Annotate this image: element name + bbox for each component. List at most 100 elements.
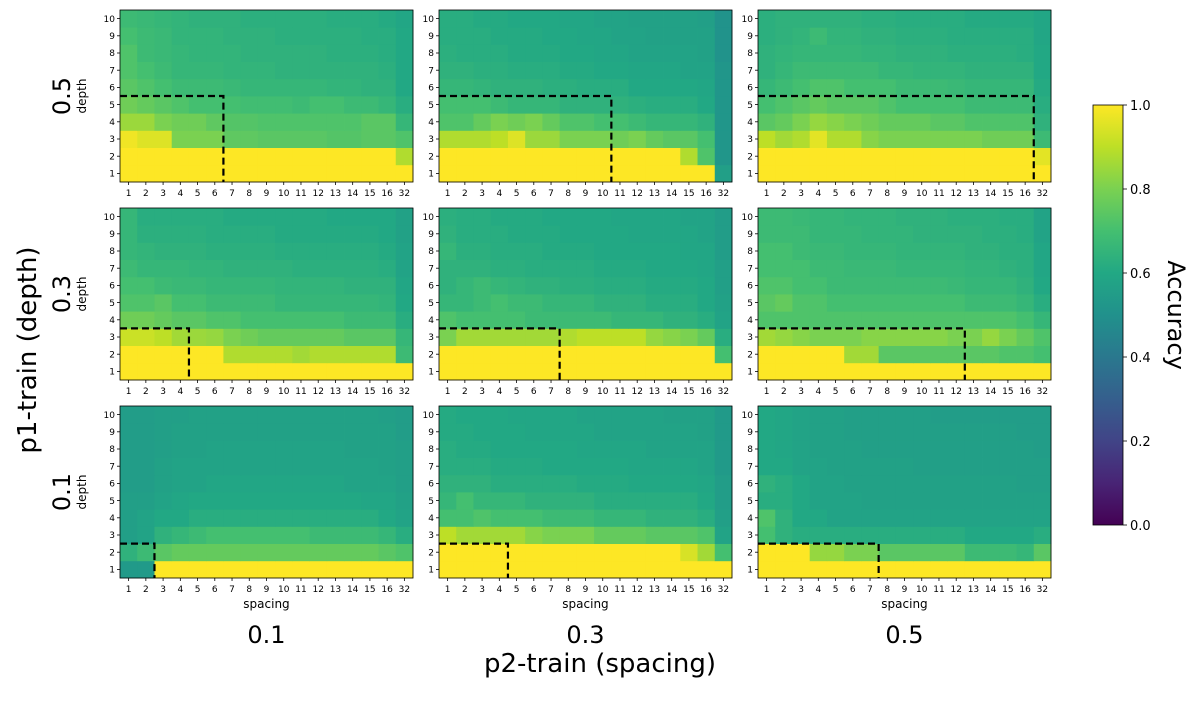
heatmap-cell [275, 259, 293, 278]
heatmap-cell [1016, 492, 1035, 510]
heatmap-cell [257, 474, 276, 493]
heatmap-cell [344, 543, 362, 562]
heatmap-cell [206, 242, 224, 260]
x-tick-label: 14 [985, 585, 997, 595]
heatmap-cell [257, 147, 276, 166]
heatmap-cell [999, 474, 1017, 493]
colorbar-tick-label: 0.0 [1130, 519, 1151, 534]
heatmap-cell [999, 311, 1017, 329]
heatmap-cell [275, 96, 293, 114]
heatmap-cell [292, 345, 310, 364]
heatmap-cell [490, 242, 509, 260]
heatmap-cell [206, 311, 224, 329]
heatmap-cell [344, 526, 362, 544]
heatmap-cell [559, 208, 578, 226]
heatmap-cell [542, 27, 561, 45]
heatmap-cell [439, 345, 457, 364]
heatmap-cell [628, 423, 647, 441]
heatmap-cell [964, 457, 983, 476]
heatmap-cell [1033, 328, 1052, 346]
y-tick-label: 6 [109, 480, 115, 490]
heatmap-cell [206, 10, 224, 28]
x-tick-label: 13 [330, 585, 341, 595]
heatmap-cell [439, 492, 457, 510]
heatmap-cell [223, 440, 242, 458]
heatmap-cell [947, 406, 966, 424]
heatmap-cell [697, 225, 716, 243]
heatmap-cell [344, 345, 362, 364]
heatmap-cell [1033, 474, 1052, 493]
x-tick-label: 10 [597, 189, 609, 199]
heatmap-cell [309, 457, 328, 476]
heatmap-cell [878, 423, 897, 441]
heatmap-panel-r0-c0: 1 2 3 4 5 6 7 8 9 10 11 12 13 14 15 16 3212345678910dept… [75, 9, 414, 199]
heatmap-cell [758, 406, 776, 424]
x-tick-label: 32 [718, 189, 729, 199]
heatmap-cell [809, 276, 828, 295]
x-tick-label: 6 [531, 387, 537, 397]
heatmap-cell [275, 61, 293, 80]
heatmap-cell [628, 10, 647, 28]
heatmap-cell [809, 27, 828, 45]
heatmap-cell [663, 543, 681, 562]
heatmap-cell [982, 208, 1000, 226]
heatmap-cell [714, 259, 733, 278]
heatmap-cell [844, 509, 862, 527]
heatmap-cell [895, 10, 914, 28]
x-tick-label: 12 [950, 189, 961, 199]
heatmap-cell [171, 423, 190, 441]
heatmap-cell [758, 27, 776, 45]
heatmap-cell [344, 130, 362, 148]
heatmap-cell [507, 10, 526, 28]
x-tick-label: 9 [583, 387, 589, 397]
x-tick-label: 12 [312, 189, 323, 199]
heatmap-cell [680, 509, 698, 527]
heatmap-cell [240, 208, 259, 226]
x-tick-label: 13 [649, 387, 660, 397]
heatmap-cell [206, 164, 224, 183]
y-tick-label: 7 [747, 462, 753, 472]
heatmap-cell [490, 147, 509, 166]
x-tick-label: 2 [781, 189, 787, 199]
x-tick-label: 32 [399, 189, 410, 199]
y-tick-label: 3 [109, 531, 115, 541]
x-tick-label: 6 [531, 585, 537, 595]
panel-xlabel: spacing [562, 597, 608, 611]
heatmap-cell [542, 208, 561, 226]
heatmap-cell [826, 10, 845, 28]
heatmap-cell [628, 362, 647, 381]
x-tick-label: 2 [781, 585, 787, 595]
heatmap-cell [1016, 147, 1035, 166]
x-tick-label: 6 [212, 387, 218, 397]
column-label: 0.1 [247, 621, 285, 649]
heatmap-cell [361, 474, 379, 493]
heatmap-cell [628, 259, 647, 278]
heatmap-cell [490, 276, 509, 295]
heatmap-cell [559, 423, 578, 441]
y-tick-label: 5 [109, 497, 115, 507]
heatmap-cell [559, 543, 578, 562]
heatmap-cell [257, 294, 276, 312]
heatmap-cell [714, 208, 733, 226]
heatmap-cell [378, 242, 397, 260]
heatmap-cell [206, 147, 224, 166]
heatmap-cell [999, 276, 1017, 295]
heatmap-cell [792, 242, 811, 260]
heatmap-cell [826, 242, 845, 260]
heatmap-cell [1016, 78, 1035, 97]
colorbar-tick-label: 1.0 [1130, 99, 1151, 114]
row-label: 0.1 [48, 473, 76, 511]
heatmap-cell [792, 526, 811, 544]
heatmap-cell [120, 259, 138, 278]
y-tick-label: 4 [747, 514, 753, 524]
heatmap-cell [714, 78, 733, 97]
heatmap-cell [697, 208, 716, 226]
heatmap-cell [663, 509, 681, 527]
heatmap-cell [456, 492, 474, 510]
heatmap-cell [844, 242, 862, 260]
heatmap-cell [775, 362, 793, 381]
heatmap-cell [473, 208, 492, 226]
heatmap-cell [344, 259, 362, 278]
heatmap-cell [188, 225, 207, 243]
heatmap-cell [292, 130, 310, 148]
